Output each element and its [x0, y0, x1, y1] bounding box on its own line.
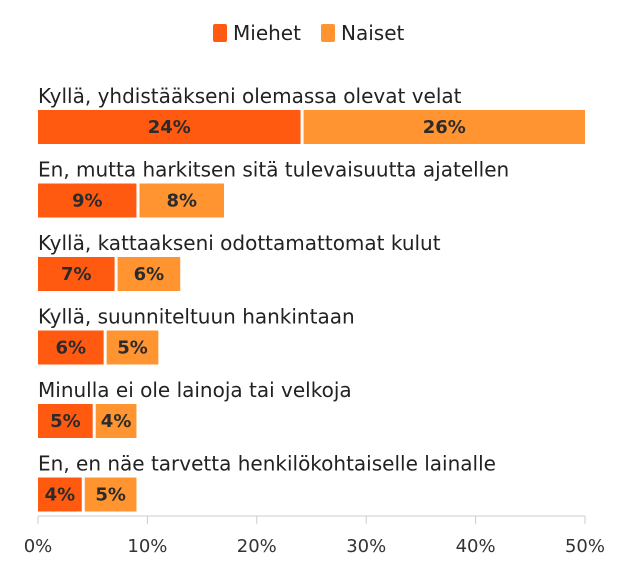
x-tick-label: 0% — [24, 536, 53, 557]
bar-value-label: 9% — [72, 191, 103, 212]
legend-swatch — [213, 24, 227, 42]
bar-naiset — [139, 183, 224, 218]
x-tick-label: 30% — [346, 536, 386, 557]
bar-value-label: 7% — [61, 264, 92, 285]
category-row: Kyllä, suunniteltuun hankintaan 6% 5% — [38, 305, 355, 365]
chart-bars: Kyllä, yhdistääkseni olemassa olevat vel… — [38, 84, 585, 512]
bar-value-label: 4% — [101, 411, 132, 432]
x-tick-label: 50% — [565, 536, 605, 557]
bar-miehet — [38, 330, 104, 365]
bar-naiset — [117, 257, 181, 291]
bar-miehet — [38, 257, 115, 291]
bar-miehet — [38, 477, 82, 512]
legend-item-miehet: Miehet — [213, 21, 301, 45]
category-label: En, mutta harkitsen sitä tulevaisuutta a… — [38, 158, 509, 182]
x-tick-label: 20% — [237, 536, 277, 557]
bar-value-label: 8% — [166, 191, 197, 212]
bar-value-label: 6% — [56, 338, 87, 359]
bar-value-label: 24% — [148, 117, 191, 138]
category-row: En, en näe tarvetta henkilökohtaiselle l… — [38, 452, 496, 512]
bar-naiset — [95, 404, 137, 438]
category-row: Kyllä, kattaakseni odottamattomat kulut 7… — [38, 231, 441, 291]
legend-label: Naiset — [341, 21, 404, 45]
legend-label: Miehet — [233, 21, 301, 45]
x-axis: 0% 10% 20% 30% 40% 50% — [24, 515, 605, 557]
category-label: Kyllä, yhdistääkseni olemassa olevat vel… — [38, 84, 462, 108]
legend-swatch — [321, 24, 335, 42]
bar-miehet — [38, 110, 301, 144]
category-row: Kyllä, yhdistääkseni olemassa olevat vel… — [38, 84, 585, 144]
category-label: Kyllä, suunniteltuun hankintaan — [38, 305, 355, 329]
bar-miehet — [38, 404, 93, 438]
category-label: Kyllä, kattaakseni odottamattomat kulut — [38, 231, 441, 255]
bar-miehet — [38, 183, 137, 218]
x-tick-label: 40% — [456, 536, 496, 557]
category-label: En, en näe tarvetta henkilökohtaiselle l… — [38, 452, 496, 476]
category-row: En, mutta harkitsen sitä tulevaisuutta a… — [38, 158, 509, 218]
bar-value-label: 4% — [45, 485, 76, 506]
bar-value-label: 26% — [423, 117, 466, 138]
bar-naiset — [106, 330, 159, 365]
category-row: Minulla ei ole lainoja tai velkoja 5% 4% — [38, 378, 352, 438]
bar-value-label: 5% — [117, 338, 148, 359]
category-label: Minulla ei ole lainoja tai velkoja — [38, 378, 352, 402]
bar-value-label: 5% — [50, 411, 81, 432]
chart-legend: Miehet Naiset — [213, 21, 404, 45]
legend-item-naiset: Naiset — [321, 21, 404, 45]
x-tick-label: 10% — [127, 536, 167, 557]
bar-value-label: 5% — [95, 485, 126, 506]
bar-naiset — [84, 477, 137, 512]
bar-naiset — [303, 110, 585, 144]
bar-value-label: 6% — [134, 264, 165, 285]
